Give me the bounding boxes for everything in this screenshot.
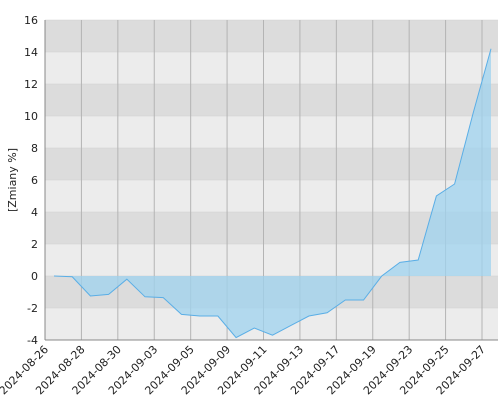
y-tick-label: 14 (24, 46, 38, 59)
y-tick-label: 2 (31, 238, 38, 251)
band (45, 52, 498, 84)
band (45, 212, 498, 244)
y-tick-label: 12 (24, 78, 38, 91)
band (45, 180, 498, 212)
y-tick-label: -4 (27, 334, 38, 347)
y-tick-label: 10 (24, 110, 38, 123)
area (54, 48, 491, 338)
band (45, 84, 498, 116)
band (45, 20, 498, 52)
y-tick-label: 8 (31, 142, 38, 155)
band (45, 148, 498, 180)
y-tick-label: 16 (24, 14, 38, 27)
y-tick-label: 6 (31, 174, 38, 187)
y-tick-label: -2 (27, 302, 38, 315)
y-tick-label: 4 (31, 206, 38, 219)
y-axis-label: [Zmiany %] (6, 148, 19, 212)
y-tick-label: 0 (31, 270, 38, 283)
line (53, 48, 492, 339)
band (45, 116, 498, 148)
